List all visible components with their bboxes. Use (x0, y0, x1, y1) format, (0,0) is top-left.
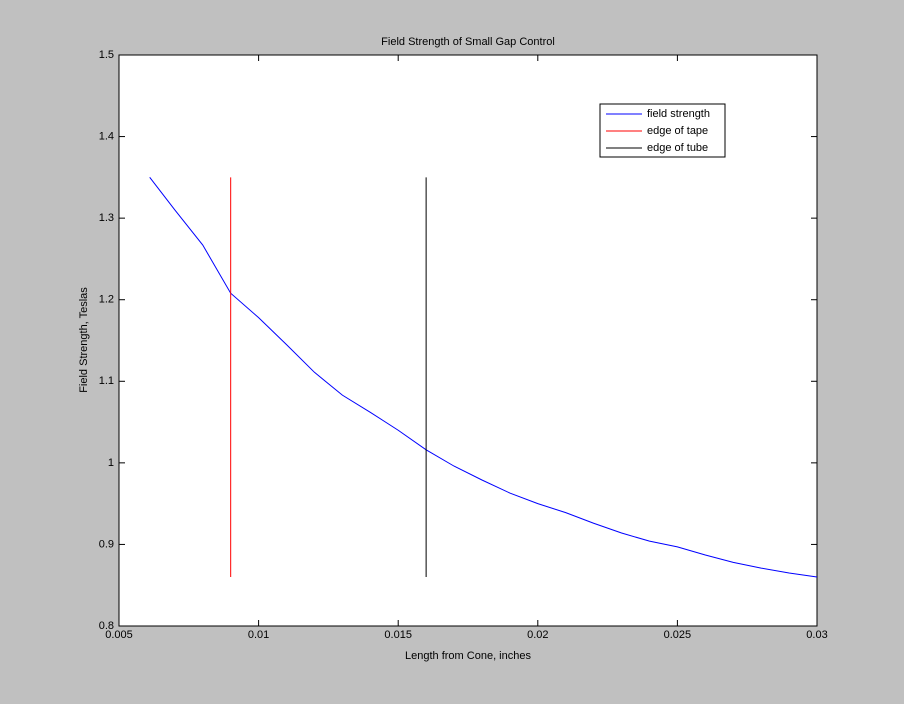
x-tick-label: 0.02 (527, 629, 548, 641)
y-tick-label: 0.9 (99, 538, 114, 550)
y-axis-label: Field Strength, Teslas (78, 287, 90, 393)
data-line (149, 177, 818, 578)
legend-label: field strength (647, 108, 710, 120)
y-tick-label: 1 (108, 457, 114, 469)
y-tick-label: 1.3 (99, 212, 114, 224)
legend-label: edge of tube (647, 142, 708, 154)
y-tick-label: 1.4 (99, 130, 114, 142)
y-tick-label: 1.1 (99, 375, 114, 387)
x-tick-label: 0.03 (806, 629, 827, 641)
y-tick-label: 0.8 (99, 620, 114, 632)
legend-label: edge of tape (647, 125, 708, 137)
y-tick-label: 1.2 (99, 294, 114, 306)
chart-title: Field Strength of Small Gap Control (381, 36, 555, 48)
x-axis-label: Length from Cone, inches (405, 650, 531, 662)
x-tick-label: 0.01 (248, 629, 269, 641)
x-tick-label: 0.005 (105, 629, 133, 641)
x-tick-label: 0.025 (664, 629, 692, 641)
y-tick-label: 1.5 (99, 49, 114, 61)
x-tick-label: 0.015 (384, 629, 412, 641)
